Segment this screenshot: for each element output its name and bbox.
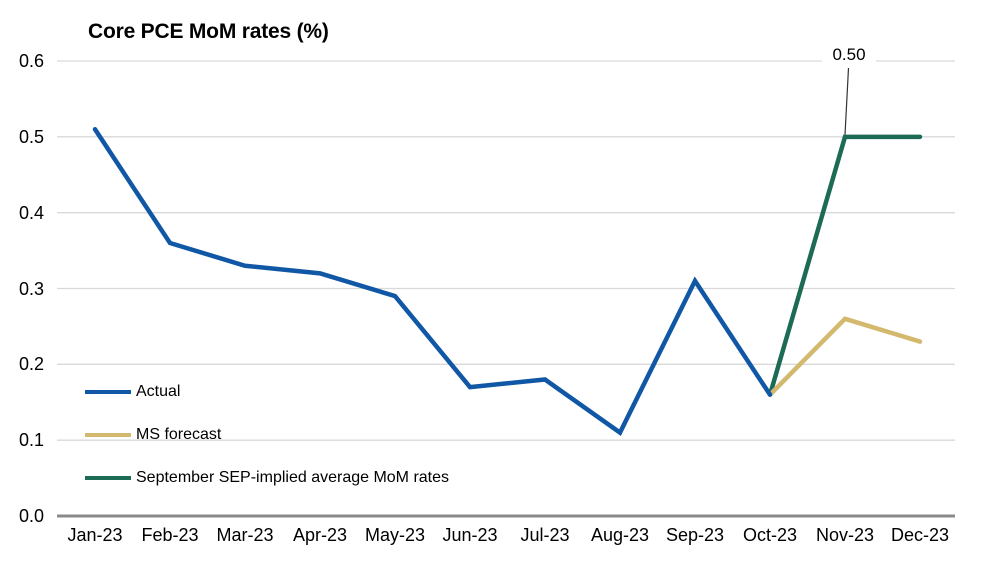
series-line-ms-forecast xyxy=(767,316,923,397)
y-tick-label: 0.3 xyxy=(18,278,44,299)
annotation-label: 0.50 xyxy=(822,45,876,65)
x-tick-label: Oct-23 xyxy=(742,525,798,545)
y-tick-label: 0.6 xyxy=(18,51,44,71)
legend-label: MS forecast xyxy=(136,426,222,443)
x-tick-label: Nov-23 xyxy=(815,525,875,545)
legend-swatch-ms-forecast xyxy=(85,433,131,437)
legend-item-ms-forecast: MS forecast xyxy=(85,424,221,446)
x-tick-label: Jun-23 xyxy=(442,525,498,545)
series-line-september-sep-implied-average-mom-rates xyxy=(767,134,923,397)
y-tick-label: 0.5 xyxy=(18,126,44,147)
x-tick-label: Dec-23 xyxy=(890,525,950,545)
legend-item-actual: Actual xyxy=(85,381,180,403)
x-tick-label: Aug-23 xyxy=(590,525,650,545)
legend-label: Actual xyxy=(136,383,181,400)
x-tick-label: Sep-23 xyxy=(665,525,725,545)
y-tick-label: 0.0 xyxy=(18,506,44,526)
x-tick-label: Jan-23 xyxy=(67,525,123,545)
legend-swatch-actual xyxy=(85,390,131,394)
x-tick-label: Apr-23 xyxy=(292,525,348,545)
series-line-actual xyxy=(92,127,773,436)
legend-label: September SEP-implied average MoM rates xyxy=(136,469,450,486)
legend-swatch-september-sep-implied-average-mom-rates xyxy=(85,476,131,480)
x-tick-label: Mar-23 xyxy=(216,525,274,545)
chart-title: Core PCE MoM rates (%) xyxy=(88,20,329,43)
y-tick-label: 0.2 xyxy=(18,354,44,375)
x-tick-label: Feb-23 xyxy=(141,525,199,545)
x-tick-label: Jul-23 xyxy=(520,525,570,545)
y-tick-label: 0.1 xyxy=(18,430,44,451)
legend-item-september-sep-implied-average-mom-rates: September SEP-implied average MoM rates xyxy=(85,467,449,489)
y-tick-label: 0.4 xyxy=(18,202,44,223)
x-tick-label: May-23 xyxy=(364,525,426,545)
annotation-leader-line xyxy=(844,67,850,135)
